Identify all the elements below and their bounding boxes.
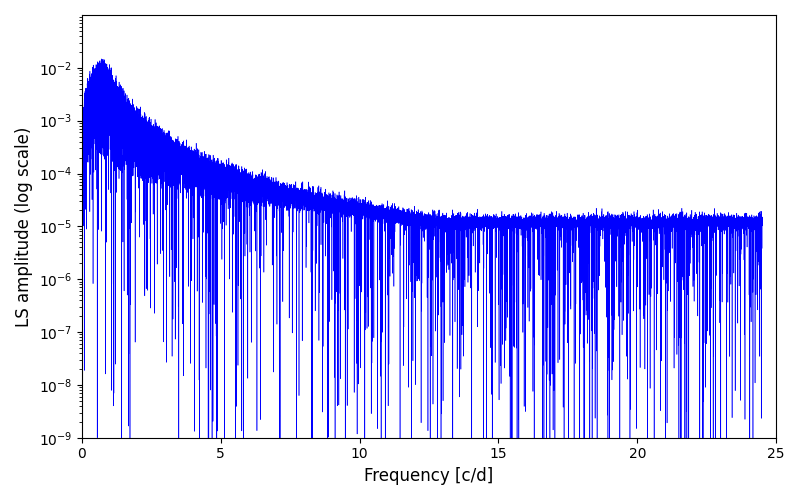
Y-axis label: LS amplitude (log scale): LS amplitude (log scale) xyxy=(15,126,33,326)
X-axis label: Frequency [c/d]: Frequency [c/d] xyxy=(364,467,494,485)
